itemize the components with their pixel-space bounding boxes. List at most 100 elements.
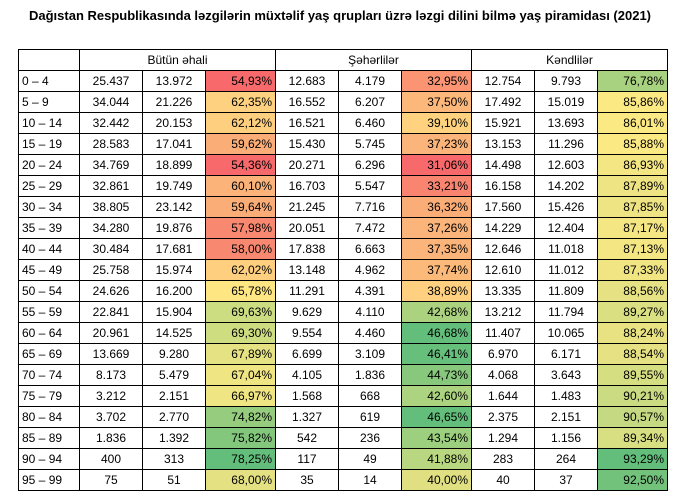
urban-percent-cell: 37,35% bbox=[401, 238, 472, 260]
rural-speakers-count-cell: 14.202 bbox=[534, 175, 598, 197]
rural-speakers-count-cell: 11.794 bbox=[534, 301, 598, 323]
header-corner bbox=[18, 49, 80, 71]
urban-speakers-count-cell: 236 bbox=[338, 427, 402, 449]
urban-percent-cell: 42,68% bbox=[401, 301, 472, 323]
rural-speakers-count-cell: 15.426 bbox=[534, 196, 598, 218]
all-percent-cell: 74,82% bbox=[205, 406, 276, 428]
urban-total-count-cell: 16.552 bbox=[275, 91, 339, 113]
rural-percent-cell: 89,34% bbox=[597, 427, 668, 449]
urban-percent-cell: 39,10% bbox=[401, 112, 472, 134]
urban-percent-cell: 46,65% bbox=[401, 406, 472, 428]
rural-speakers-count-cell: 15.019 bbox=[534, 91, 598, 113]
urban-speakers-count-cell: 4.460 bbox=[338, 322, 402, 344]
urban-speakers-count-cell: 7.472 bbox=[338, 217, 402, 239]
rural-total-count-cell: 40 bbox=[471, 469, 535, 491]
rural-percent-cell: 88,56% bbox=[597, 280, 668, 302]
rural-total-count-cell: 12.610 bbox=[471, 259, 535, 281]
rural-percent-cell: 87,13% bbox=[597, 238, 668, 260]
rural-speakers-count-cell: 11.012 bbox=[534, 259, 598, 281]
urban-total-count-cell: 13.148 bbox=[275, 259, 339, 281]
urban-speakers-count-cell: 4.110 bbox=[338, 301, 402, 323]
all-percent-cell: 60,10% bbox=[205, 175, 276, 197]
urban-total-count-cell: 21.245 bbox=[275, 196, 339, 218]
rural-total-count-cell: 4.068 bbox=[471, 364, 535, 386]
rural-percent-cell: 87,17% bbox=[597, 217, 668, 239]
urban-speakers-count-cell: 6.460 bbox=[338, 112, 402, 134]
table-row: 85 – 89 1.836 1.392 75,82% 542 236 43,54% 1.294… bbox=[18, 427, 668, 449]
urban-percent-cell: 46,68% bbox=[401, 322, 472, 344]
all-total-count-cell: 28.583 bbox=[79, 133, 143, 155]
urban-percent-cell: 43,54% bbox=[401, 427, 472, 449]
all-speakers-count-cell: 19.876 bbox=[142, 217, 206, 239]
rural-percent-cell: 86,93% bbox=[597, 154, 668, 176]
all-total-count-cell: 1.836 bbox=[79, 427, 143, 449]
all-total-count-cell: 34.769 bbox=[79, 154, 143, 176]
table-row: 75 – 79 3.212 2.151 66,97% 1.568 668 42,60% 1.6… bbox=[18, 385, 668, 407]
all-speakers-count-cell: 16.200 bbox=[142, 280, 206, 302]
urban-speakers-count-cell: 6.663 bbox=[338, 238, 402, 260]
all-total-count-cell: 34.044 bbox=[79, 91, 143, 113]
age-group-cell: 45 – 49 bbox=[18, 259, 80, 281]
urban-total-count-cell: 15.430 bbox=[275, 133, 339, 155]
all-percent-cell: 66,97% bbox=[205, 385, 276, 407]
urban-speakers-count-cell: 6.296 bbox=[338, 154, 402, 176]
rural-speakers-count-cell: 11.296 bbox=[534, 133, 598, 155]
age-group-cell: 40 – 44 bbox=[18, 238, 80, 260]
rural-total-count-cell: 12.646 bbox=[471, 238, 535, 260]
rural-percent-cell: 89,55% bbox=[597, 364, 668, 386]
urban-speakers-count-cell: 4.391 bbox=[338, 280, 402, 302]
urban-speakers-count-cell: 14 bbox=[338, 469, 402, 491]
all-percent-cell: 62,02% bbox=[205, 259, 276, 281]
all-total-count-cell: 34.280 bbox=[79, 217, 143, 239]
all-percent-cell: 59,64% bbox=[205, 196, 276, 218]
age-group-cell: 70 – 74 bbox=[18, 364, 80, 386]
rural-speakers-count-cell: 3.643 bbox=[534, 364, 598, 386]
urban-percent-cell: 32,95% bbox=[401, 70, 472, 92]
urban-total-count-cell: 4.105 bbox=[275, 364, 339, 386]
rural-speakers-count-cell: 6.171 bbox=[534, 343, 598, 365]
all-total-count-cell: 20.961 bbox=[79, 322, 143, 344]
urban-percent-cell: 38,89% bbox=[401, 280, 472, 302]
all-speakers-count-cell: 15.974 bbox=[142, 259, 206, 281]
all-speakers-count-cell: 5.479 bbox=[142, 364, 206, 386]
all-speakers-count-cell: 2.151 bbox=[142, 385, 206, 407]
all-percent-cell: 69,30% bbox=[205, 322, 276, 344]
table-row: 80 – 84 3.702 2.770 74,82% 1.327 619 46,65% 2.3… bbox=[18, 406, 668, 428]
all-percent-cell: 75,82% bbox=[205, 427, 276, 449]
all-speakers-count-cell: 14.525 bbox=[142, 322, 206, 344]
urban-speakers-count-cell: 49 bbox=[338, 448, 402, 470]
urban-total-count-cell: 9.554 bbox=[275, 322, 339, 344]
urban-speakers-count-cell: 7.716 bbox=[338, 196, 402, 218]
language-pyramid-table: Bütün əhali Şəhərlilər Kəndlilər 0 – 4 25… bbox=[18, 49, 668, 491]
urban-percent-cell: 37,26% bbox=[401, 217, 472, 239]
table-row: 20 – 24 34.769 18.899 54,36% 20.271 6.296 31,0… bbox=[18, 154, 668, 176]
all-speakers-count-cell: 313 bbox=[142, 448, 206, 470]
rural-speakers-count-cell: 10.065 bbox=[534, 322, 598, 344]
rural-total-count-cell: 13.335 bbox=[471, 280, 535, 302]
age-group-cell: 5 – 9 bbox=[18, 91, 80, 113]
age-group-cell: 60 – 64 bbox=[18, 322, 80, 344]
rural-total-count-cell: 283 bbox=[471, 448, 535, 470]
urban-total-count-cell: 117 bbox=[275, 448, 339, 470]
table-row: 45 – 49 25.758 15.974 62,02% 13.148 4.962 37,7… bbox=[18, 259, 668, 281]
table-row: 55 – 59 22.841 15.904 69,63% 9.629 4.110 42,68… bbox=[18, 301, 668, 323]
all-speakers-count-cell: 13.972 bbox=[142, 70, 206, 92]
all-speakers-count-cell: 2.770 bbox=[142, 406, 206, 428]
all-percent-cell: 57,98% bbox=[205, 217, 276, 239]
rural-percent-cell: 85,88% bbox=[597, 133, 668, 155]
age-group-cell: 75 – 79 bbox=[18, 385, 80, 407]
rural-speakers-count-cell: 1.156 bbox=[534, 427, 598, 449]
table-row: 30 – 34 38.805 23.142 59,64% 21.245 7.716 36,3… bbox=[18, 196, 668, 218]
rural-total-count-cell: 17.492 bbox=[471, 91, 535, 113]
rural-percent-cell: 92,50% bbox=[597, 469, 668, 491]
all-percent-cell: 54,36% bbox=[205, 154, 276, 176]
rural-speakers-count-cell: 37 bbox=[534, 469, 598, 491]
rural-percent-cell: 85,86% bbox=[597, 91, 668, 113]
urban-percent-cell: 40,00% bbox=[401, 469, 472, 491]
urban-total-count-cell: 16.521 bbox=[275, 112, 339, 134]
age-group-cell: 50 – 54 bbox=[18, 280, 80, 302]
rural-speakers-count-cell: 264 bbox=[534, 448, 598, 470]
all-percent-cell: 67,04% bbox=[205, 364, 276, 386]
rural-percent-cell: 90,57% bbox=[597, 406, 668, 428]
table-row: 50 – 54 24.626 16.200 65,78% 11.291 4.391 38,8… bbox=[18, 280, 668, 302]
